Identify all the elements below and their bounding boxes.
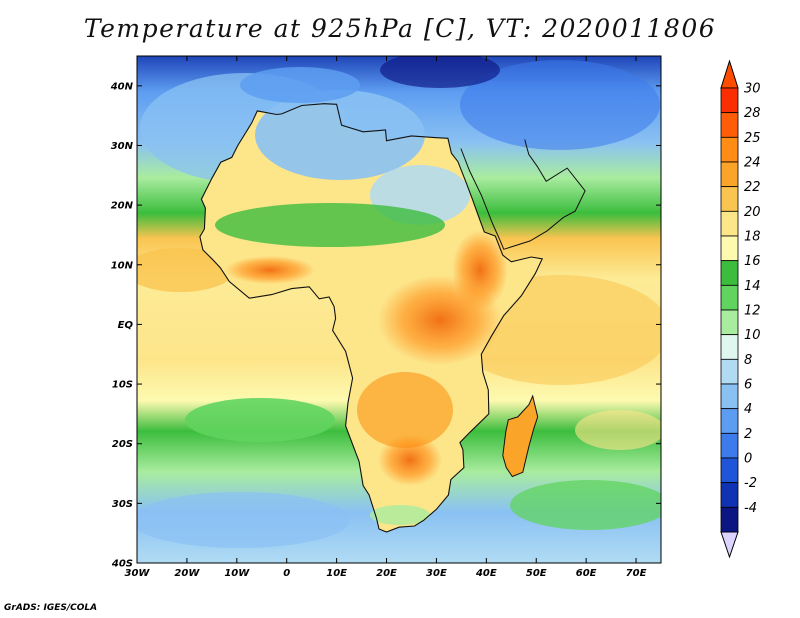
x-tick-label: 0 [283,568,290,579]
map-panel [137,56,661,563]
colorbar-swatch [720,358,739,385]
colorbar-bottom-arrow [720,531,739,559]
x-tick-label: 30E [426,568,447,579]
colorbar-label: 20 [744,205,761,220]
hot-ethiopia-sudan [452,230,508,310]
x-tick-label: 20E [376,568,397,579]
colorbar-label: 24 [744,156,761,171]
colorbar-label: 2 [744,427,752,442]
colorbar-label: 16 [744,254,761,269]
colorbar-swatch [720,506,739,533]
africa-coastline [199,103,544,533]
grads-credit: GrADS: IGES/COLA [4,603,98,613]
colorbar-swatch [720,408,739,434]
colorbar-swatch [720,235,739,262]
y-tick-label: 20S [112,439,133,450]
warm-air-west-atlantic [137,248,235,292]
warm-southern-africa [357,372,453,448]
colorbar-swatch [720,284,739,311]
y-tick-label: 10N [111,260,134,271]
y-tick-label: EQ [118,320,134,331]
colorbar-swatch [720,210,739,237]
colorbar-swatch [720,87,739,114]
colorbar-label: 6 [744,378,752,393]
colorbar-label: 4 [744,402,752,417]
madagascar [502,394,539,478]
colorbar-swatch [720,432,739,459]
cold-maghreb [240,67,360,103]
green-band-south-atlantic [185,398,335,442]
colorbar-label: 30 [744,82,761,97]
y-tick-label: 30N [111,141,134,152]
colorbar-label: 18 [744,230,761,245]
cool-sahara [255,90,425,180]
x-tick-label: 20W [174,568,200,579]
hot-kalahari [378,434,442,486]
colorbar-label: -4 [744,501,757,516]
colorbar-swatch [720,383,739,410]
colorbar-label: 14 [744,279,761,294]
colorbar-label: -2 [744,476,757,491]
cool-air-southwest [137,492,350,548]
colorbar-label: 22 [744,180,761,195]
x-tick-label: 60E [576,568,597,579]
y-tick-label: 40S [111,559,133,570]
map-frame [136,55,662,564]
colorbar-swatch [720,260,739,286]
x-tick-label: 10W [224,568,250,579]
coldest-air-north [380,56,500,88]
x-tick-label: 10E [326,568,347,579]
colorbar-swatch [720,161,739,188]
colorbar-swatch [720,457,739,484]
chart-title: Temperature at 925hPa [C], VT: 202001180… [83,14,717,43]
colorbar-label: 28 [744,106,761,121]
mild-air-southeast [575,410,661,450]
colorbar-label: 12 [744,304,761,319]
sahel-green-band [215,203,445,247]
y-tick-label: 10S [112,380,133,391]
x-tick-label: 40E [475,568,497,579]
x-tick-label: 30W [125,568,151,579]
colorbar-swatch [720,334,739,360]
green-band-southeast [510,480,661,530]
y-tick-label: 20N [111,201,134,212]
hot-west-africa [225,256,315,284]
colorbar-swatch [720,309,739,336]
colorbar-top-arrow [720,59,739,89]
x-tick-label: 70E [626,568,647,579]
cold-air-northeast [460,60,660,150]
colorbar-swatch [720,482,739,508]
colorbar-swatch [720,136,739,163]
colorbar-swatch [720,186,739,212]
colorbar-swatch [720,112,739,138]
arabia-coastline [460,139,586,250]
colorbar-label: 0 [744,452,752,467]
axis-ticks: 30W 20W 10W 0 10E 20E 30E 40E 50E 60E 70E 40N 30N 20N… [110,56,661,579]
y-tick-label: 40N [110,81,134,92]
colorbar-label: 10 [744,328,761,343]
cool-cape [370,505,430,525]
x-tick-label: 50E [526,568,547,579]
colorbar-label: 8 [744,353,752,368]
colorbar-label: 25 [744,131,761,146]
y-tick-label: 30S [112,499,133,510]
